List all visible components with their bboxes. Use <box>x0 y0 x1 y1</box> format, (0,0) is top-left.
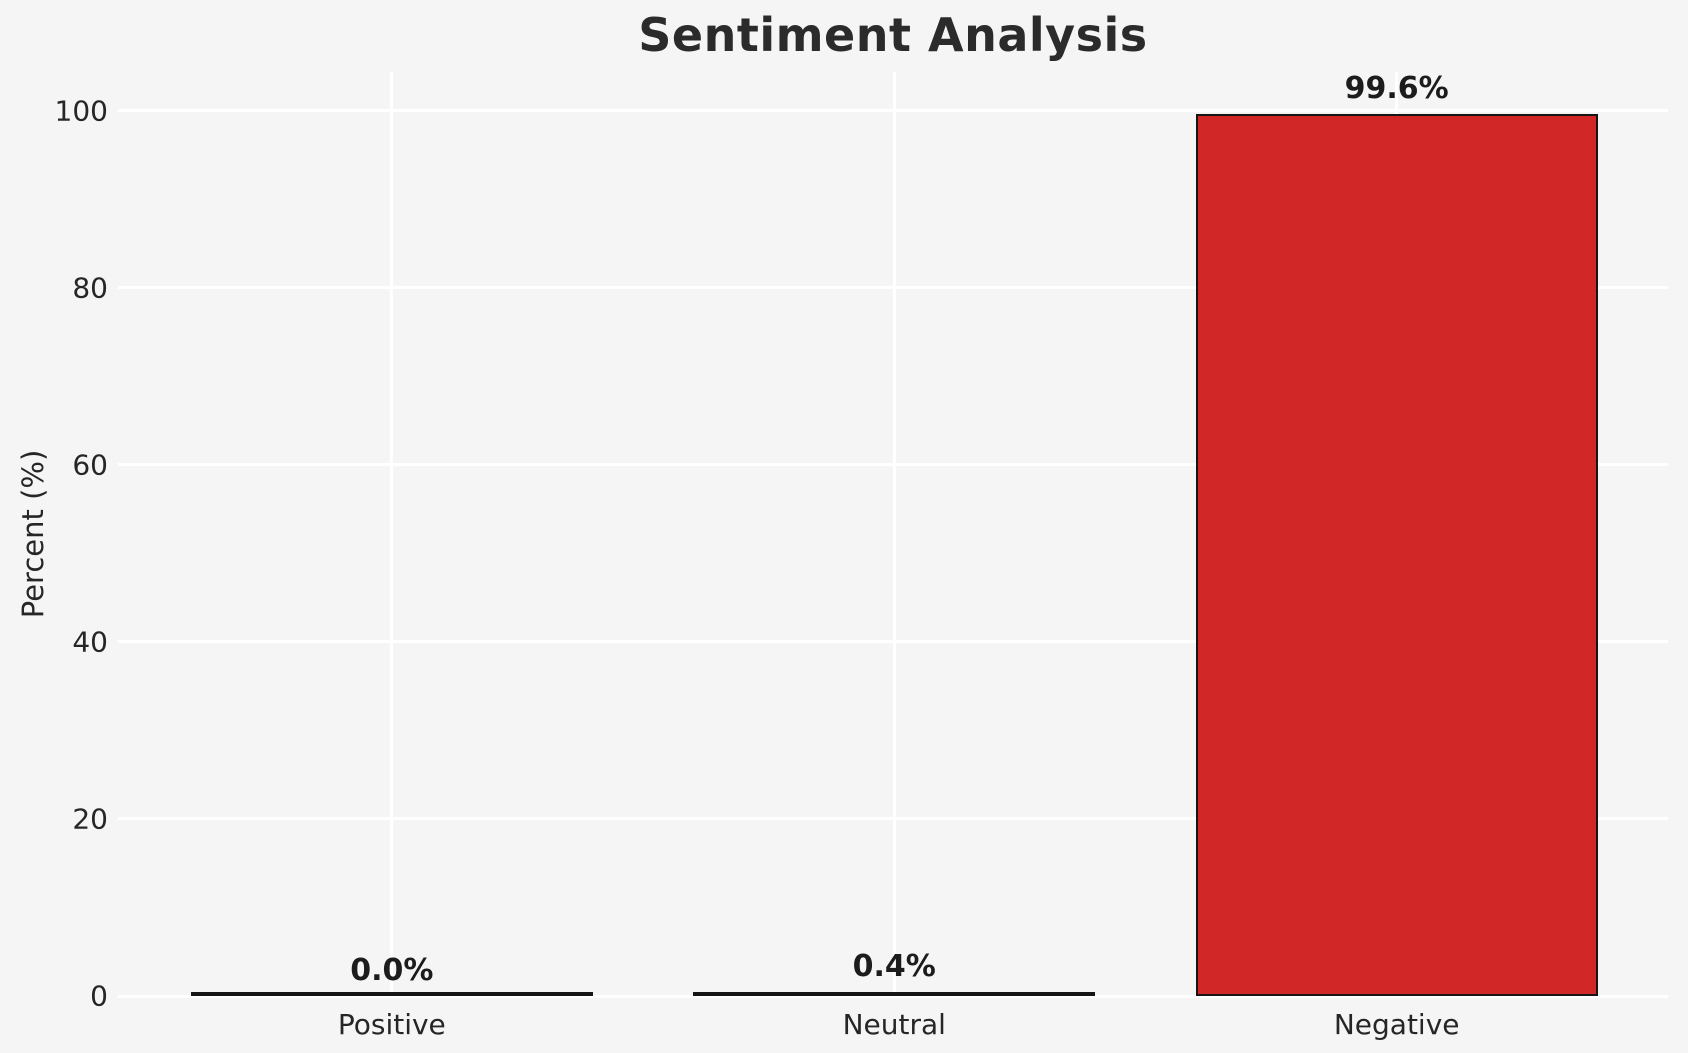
y-tick-label: 100 <box>54 94 108 128</box>
y-tick-label: 20 <box>72 802 108 836</box>
bar-neutral <box>693 992 1096 996</box>
v-gridline <box>892 72 896 996</box>
y-tick-label: 80 <box>72 271 108 305</box>
x-tick-label-neutral: Neutral <box>842 1008 946 1041</box>
bar-negative <box>1195 114 1598 996</box>
x-tick-label-positive: Positive <box>337 1008 446 1041</box>
v-gridline <box>390 72 394 996</box>
y-tick-label: 40 <box>72 625 108 659</box>
x-tick-label-negative: Negative <box>1333 1008 1460 1041</box>
value-label-positive: 0.0% <box>350 953 434 988</box>
y-tick-label: 60 <box>72 448 108 482</box>
value-label-neutral: 0.4% <box>852 949 936 985</box>
value-label-negative: 99.6% <box>1344 71 1449 107</box>
y-tick-label: 0 <box>90 979 108 1013</box>
h-gridline <box>118 994 1668 998</box>
bar-positive <box>190 992 593 996</box>
chart-title: Sentiment Analysis <box>638 8 1148 62</box>
plot-area: 0.0% 0.4% 99.6% <box>118 71 1668 998</box>
